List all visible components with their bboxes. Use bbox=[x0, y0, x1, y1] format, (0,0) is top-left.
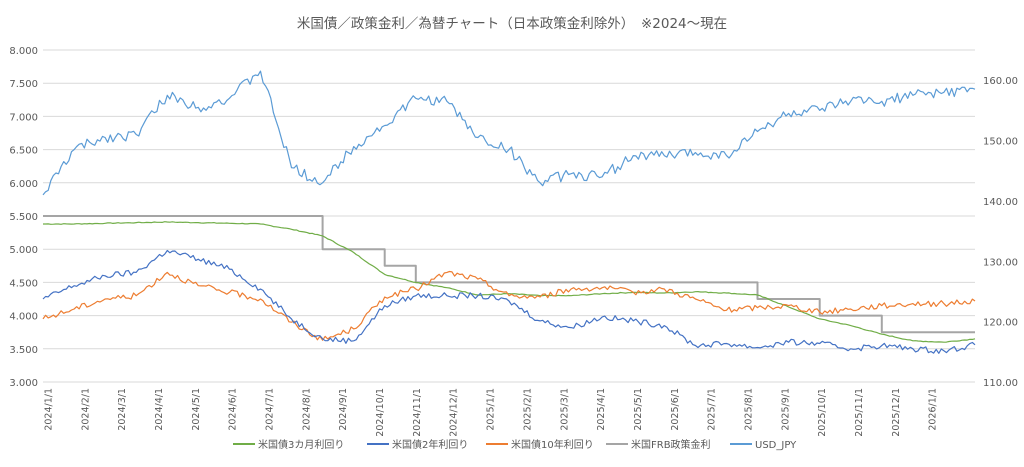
left-tick-label: 3.500 bbox=[9, 345, 38, 356]
left-tick-label: 6.500 bbox=[9, 146, 38, 157]
x-tick-label: 2024/10/1 bbox=[375, 388, 386, 437]
x-tick-label: 2025/9/1 bbox=[780, 388, 791, 431]
x-tick-label: 2025/4/1 bbox=[596, 388, 607, 431]
x-tick-label: 2024/7/1 bbox=[265, 388, 276, 431]
right-tick-label: 110.00 bbox=[983, 378, 1018, 389]
legend-label: 米国債2年利回り bbox=[392, 438, 468, 451]
legend-label: 米国債10年利回り bbox=[511, 438, 594, 451]
left-tick-label: 3.000 bbox=[9, 378, 38, 389]
series-line-0 bbox=[43, 221, 976, 343]
x-tick-label: 2024/2/1 bbox=[80, 388, 91, 431]
left-tick-label: 8.000 bbox=[9, 46, 38, 57]
left-tick-label: 5.500 bbox=[9, 212, 38, 223]
x-tick-label: 2024/11/1 bbox=[412, 388, 423, 437]
series-line-4 bbox=[42, 70, 976, 196]
right-tick-label: 160.00 bbox=[983, 76, 1018, 87]
chart-title: 米国債／政策金利／為替チャート（日本政策金利除外） ※2024～現在 bbox=[297, 15, 727, 32]
left-tick-label: 7.000 bbox=[9, 112, 38, 123]
x-axis-ticks: 2024/1/1 2024/2/1 2024/3/1 2024/4/1 2024/5/1… bbox=[44, 388, 939, 437]
right-axis-ticks: 110.00 120.00 130.00 140.00 150.00 160.00 bbox=[983, 76, 1018, 389]
left-tick-label: 5.000 bbox=[9, 245, 38, 256]
right-tick-label: 130.00 bbox=[983, 257, 1018, 268]
right-tick-label: 120.00 bbox=[983, 318, 1018, 329]
legend-label: USD_JPY bbox=[755, 440, 797, 451]
x-tick-label: 2025/11/1 bbox=[854, 388, 865, 437]
left-axis-ticks: 3.000 3.500 4.000 4.500 5.000 5.500 6.000 6.500… bbox=[9, 46, 38, 389]
right-tick-label: 140.00 bbox=[983, 197, 1018, 208]
series-lines bbox=[42, 70, 976, 354]
x-tick-label: 2026/1/1 bbox=[928, 388, 939, 431]
x-tick-label: 2025/2/1 bbox=[522, 388, 533, 431]
x-tick-label: 2024/12/1 bbox=[449, 388, 460, 437]
x-tick-label: 2024/1/1 bbox=[44, 388, 55, 431]
x-tick-label: 2024/5/1 bbox=[191, 388, 202, 431]
x-tick-label: 2025/1/1 bbox=[486, 388, 497, 431]
left-tick-label: 7.500 bbox=[9, 79, 38, 90]
series-line-2 bbox=[42, 270, 976, 341]
x-tick-label: 2025/10/1 bbox=[817, 388, 828, 437]
left-tick-label: 6.000 bbox=[9, 179, 38, 190]
x-tick-label: 2024/4/1 bbox=[154, 388, 165, 431]
x-tick-label: 2024/3/1 bbox=[117, 388, 128, 431]
x-tick-label: 2025/6/1 bbox=[670, 388, 681, 431]
series-line-3 bbox=[43, 215, 975, 334]
x-tick-label: 2024/6/1 bbox=[228, 388, 239, 431]
x-tick-label: 2025/3/1 bbox=[559, 388, 570, 431]
legend-label: 米国債3カ月利回り bbox=[258, 438, 344, 451]
left-tick-label: 4.000 bbox=[9, 312, 38, 323]
left-tick-label: 4.500 bbox=[9, 278, 38, 289]
x-tick-label: 2024/8/1 bbox=[301, 388, 312, 431]
series-line-1 bbox=[42, 249, 976, 354]
x-tick-label: 2024/9/1 bbox=[338, 388, 349, 431]
x-tick-label: 2025/8/1 bbox=[743, 388, 754, 431]
x-tick-label: 2025/5/1 bbox=[633, 388, 644, 431]
legend: 米国債3カ月利回り 米国債2年利回り 米国債10年利回り 米国FRB政策金利 USD_J… bbox=[233, 438, 797, 451]
right-tick-label: 150.00 bbox=[983, 137, 1018, 148]
x-tick-label: 2025/12/1 bbox=[891, 388, 902, 437]
legend-label: 米国FRB政策金利 bbox=[631, 438, 711, 451]
x-tick-label: 2025/7/1 bbox=[707, 388, 718, 431]
